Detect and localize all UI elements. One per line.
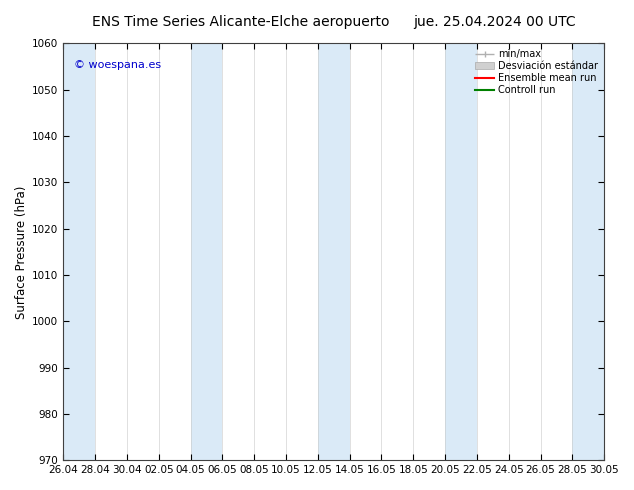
Text: jue. 25.04.2024 00 UTC: jue. 25.04.2024 00 UTC <box>413 15 576 29</box>
Bar <box>461 44 477 460</box>
Bar <box>333 44 349 460</box>
Bar <box>573 44 588 460</box>
Legend: min/max, Desviación estándar, Ensemble mean run, Controll run: min/max, Desviación estándar, Ensemble m… <box>471 46 602 99</box>
Bar <box>79 44 95 460</box>
Text: © woespana.es: © woespana.es <box>74 60 161 70</box>
Bar <box>207 44 223 460</box>
Bar <box>318 44 333 460</box>
Bar <box>63 44 79 460</box>
Bar <box>191 44 207 460</box>
Bar <box>445 44 461 460</box>
Y-axis label: Surface Pressure (hPa): Surface Pressure (hPa) <box>15 185 28 318</box>
Text: ENS Time Series Alicante-Elche aeropuerto: ENS Time Series Alicante-Elche aeropuert… <box>92 15 390 29</box>
Bar <box>588 44 604 460</box>
